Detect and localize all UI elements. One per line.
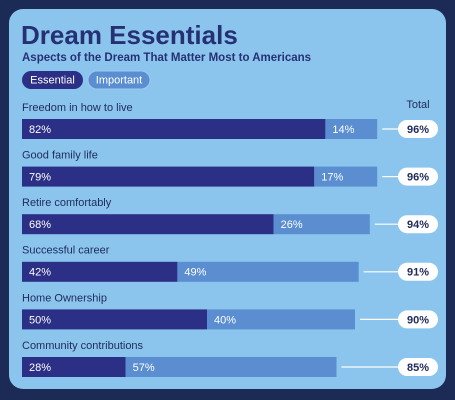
legend-pill bbox=[87, 70, 151, 90]
value-label: 17% bbox=[321, 172, 343, 184]
total-pill bbox=[398, 167, 438, 186]
category-label: Freedom in how to live bbox=[22, 102, 133, 114]
total-header: Total bbox=[406, 99, 429, 111]
category-label: Retire comfortably bbox=[22, 197, 112, 209]
value-label: 79% bbox=[29, 172, 51, 184]
value-label: 50% bbox=[29, 314, 51, 326]
total-pill bbox=[398, 310, 438, 329]
bar-segment bbox=[22, 357, 126, 377]
category-label: Home Ownership bbox=[22, 292, 107, 304]
value-label: 49% bbox=[184, 267, 206, 279]
bar-segment bbox=[325, 119, 378, 139]
value-label: 26% bbox=[281, 219, 303, 231]
category-label: Community contributions bbox=[22, 340, 144, 352]
category-label: Good family life bbox=[22, 150, 98, 162]
value-label: 14% bbox=[332, 124, 354, 136]
bar-segment bbox=[125, 357, 337, 377]
total-pill bbox=[398, 215, 438, 234]
card bbox=[9, 9, 446, 389]
bar-segment bbox=[22, 166, 315, 187]
value-label: 82% bbox=[29, 124, 51, 136]
bar-segment bbox=[22, 309, 207, 330]
chart-title: Dream Essentials bbox=[21, 20, 238, 50]
total-pill bbox=[398, 120, 438, 138]
total-label: 85% bbox=[407, 362, 429, 374]
bar-segment bbox=[22, 119, 326, 139]
total-label: 90% bbox=[407, 314, 429, 326]
total-pill bbox=[398, 262, 438, 281]
total-pill bbox=[398, 358, 438, 376]
legend-label: Important bbox=[96, 74, 142, 86]
bar-segment bbox=[22, 261, 178, 282]
total-label: 96% bbox=[407, 172, 429, 184]
category-label: Successful career bbox=[22, 245, 110, 257]
chart-subtitle: Aspects of the Dream That Matter Most to… bbox=[22, 52, 311, 64]
bar-segment bbox=[207, 309, 355, 330]
total-label: 91% bbox=[407, 267, 429, 279]
value-label: 28% bbox=[29, 362, 51, 374]
bar-segment bbox=[314, 166, 378, 187]
bar-segment bbox=[22, 214, 274, 235]
value-label: 40% bbox=[214, 314, 236, 326]
total-label: 94% bbox=[407, 219, 429, 231]
bar-segment bbox=[273, 214, 370, 235]
value-label: 68% bbox=[29, 219, 51, 231]
legend-pill bbox=[22, 71, 83, 89]
value-label: 57% bbox=[133, 362, 155, 374]
legend-label: Essential bbox=[30, 74, 75, 86]
bar-segment bbox=[177, 261, 359, 282]
value-label: 42% bbox=[29, 267, 51, 279]
total-label: 96% bbox=[407, 124, 429, 136]
